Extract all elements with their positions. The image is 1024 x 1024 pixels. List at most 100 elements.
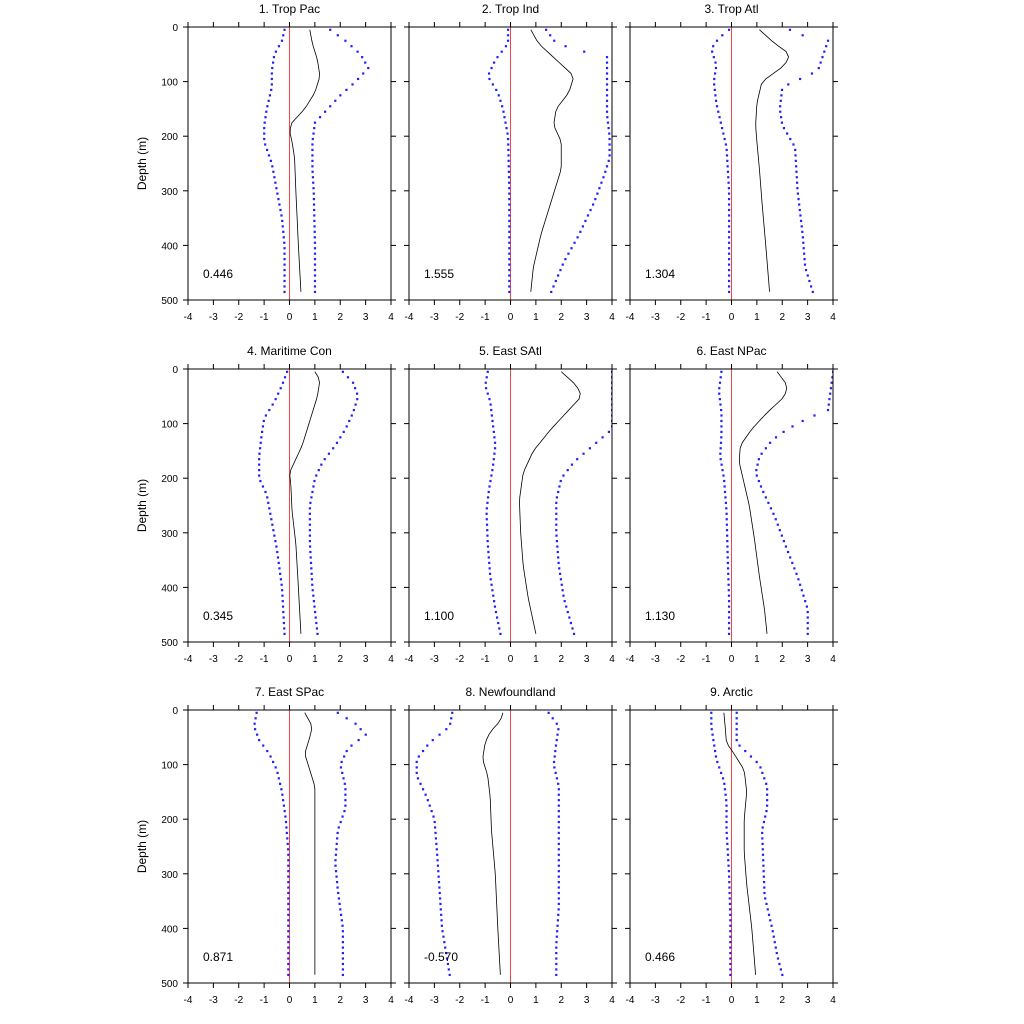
lower-bound-point <box>285 826 288 829</box>
lower-bound-point <box>729 924 732 927</box>
upper-bound-point <box>315 621 318 625</box>
x-tick-label: -1 <box>260 995 269 1006</box>
lower-bound-point <box>258 452 261 455</box>
upper-bound-point <box>554 771 557 774</box>
upper-bound-point <box>555 529 558 532</box>
panel-title: 7. East SPac <box>255 685 324 699</box>
upper-bound-point <box>735 733 738 736</box>
lower-bound-point <box>718 381 722 384</box>
lower-bound-point <box>281 381 285 384</box>
lower-bound-point <box>713 83 716 86</box>
lower-bound-point <box>727 236 731 239</box>
lower-bound-point <box>508 214 511 217</box>
upper-bound-point <box>823 50 826 53</box>
x-tick-label: -3 <box>209 312 218 323</box>
x-tick-label: -3 <box>430 995 439 1006</box>
lower-bound-point <box>726 539 729 543</box>
x-tick-label: 4 <box>388 995 394 1006</box>
upper-bound-point <box>311 159 314 162</box>
upper-bound-point <box>826 408 830 412</box>
lower-bound-point <box>506 39 510 42</box>
lower-bound-point <box>261 425 265 428</box>
upper-bound-point <box>313 258 317 261</box>
upper-bound-point <box>310 496 313 499</box>
lower-bound-point <box>287 908 290 911</box>
lower-bound-point <box>726 534 729 537</box>
lower-bound-point <box>491 589 494 592</box>
plot-area <box>415 711 560 977</box>
upper-bound-point <box>802 247 805 250</box>
lower-bound-point <box>287 962 290 966</box>
upper-bound-point <box>311 176 315 179</box>
lower-bound-point <box>275 187 278 190</box>
lower-bound-point <box>725 518 728 521</box>
upper-bound-point <box>564 258 567 261</box>
upper-bound-point <box>735 739 738 742</box>
upper-bound-point <box>757 458 760 461</box>
lower-bound-point <box>725 523 728 526</box>
lower-bound-point <box>436 864 440 867</box>
upper-bound-point <box>772 935 775 938</box>
lower-bound-point <box>508 219 511 223</box>
upper-bound-point <box>594 197 597 201</box>
upper-bound-point <box>555 777 559 780</box>
lower-bound-point <box>729 941 732 944</box>
upper-bound-point <box>735 717 738 720</box>
upper-bound-point <box>557 815 560 818</box>
upper-bound-point <box>334 859 337 862</box>
lower-bound-point <box>724 143 727 146</box>
upper-bound-point <box>341 370 344 373</box>
mean-line <box>289 371 320 634</box>
lower-bound-point <box>287 924 290 927</box>
upper-bound-point <box>774 436 778 439</box>
lower-bound-point <box>264 143 267 146</box>
lower-bound-point <box>262 419 265 423</box>
x-tick-label: -4 <box>184 995 193 1006</box>
upper-bound-point <box>555 496 559 499</box>
x-tick-label: 1 <box>754 995 760 1006</box>
upper-bound-point <box>557 826 560 829</box>
lower-bound-point <box>504 45 508 48</box>
x-tick-label: 4 <box>830 312 836 323</box>
lower-bound-point <box>438 897 442 900</box>
lower-bound-point <box>484 381 487 384</box>
x-tick-label: 4 <box>609 654 615 665</box>
x-tick-label: -2 <box>455 654 464 665</box>
upper-bound-point <box>339 766 343 769</box>
lower-bound-point <box>710 722 713 725</box>
lower-bound-point <box>283 263 286 266</box>
lower-bound-point <box>488 485 491 488</box>
upper-bound-point <box>312 181 315 184</box>
lower-bound-point <box>274 539 277 543</box>
y-tick-label: 500 <box>161 296 178 307</box>
upper-bound-point <box>605 99 609 102</box>
lower-bound-point <box>421 749 425 753</box>
lower-bound-point <box>287 930 290 933</box>
upper-bound-point <box>801 419 804 423</box>
lower-bound-point <box>283 241 286 244</box>
upper-bound-point <box>337 826 340 829</box>
lower-bound-point <box>279 578 282 581</box>
upper-bound-point <box>557 782 560 785</box>
x-tick-label: -3 <box>430 312 439 323</box>
upper-bound-point <box>581 225 585 228</box>
upper-bound-point <box>588 447 591 450</box>
lower-bound-point <box>258 458 261 461</box>
upper-bound-point <box>343 782 346 785</box>
upper-bound-point <box>555 518 558 521</box>
upper-bound-point <box>557 853 560 856</box>
x-tick-label: -1 <box>260 312 269 323</box>
upper-bound-point <box>831 376 833 379</box>
upper-bound-point <box>309 501 312 504</box>
upper-bound-point <box>770 924 773 927</box>
upper-bound-point <box>607 430 611 433</box>
lower-bound-point <box>727 594 731 597</box>
lower-bound-point <box>727 870 731 873</box>
x-tick-label: 2 <box>558 995 564 1006</box>
lower-bound-point <box>286 837 289 840</box>
lower-bound-point <box>727 859 730 862</box>
upper-bound-point <box>761 853 765 856</box>
lower-bound-point <box>280 788 283 791</box>
upper-bound-point <box>334 864 337 867</box>
lower-bound-point <box>727 241 731 244</box>
